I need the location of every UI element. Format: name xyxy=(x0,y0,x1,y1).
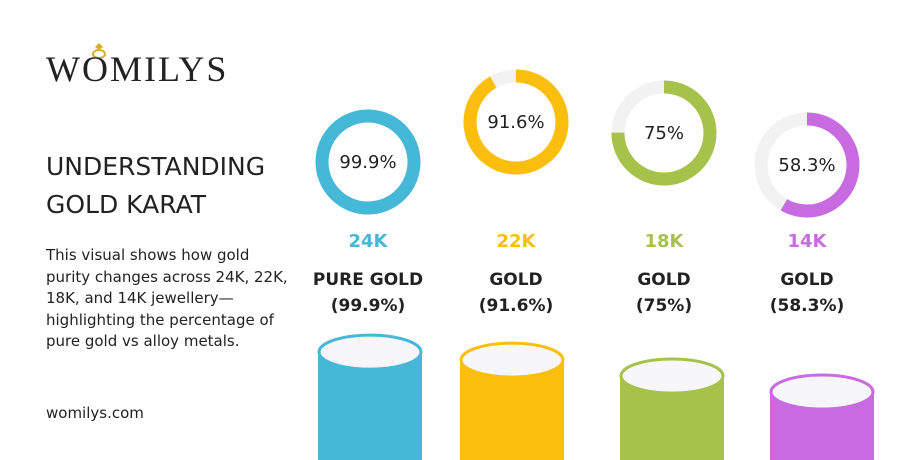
brand-logo: WOMILYS xyxy=(46,49,229,89)
purity-label: GOLD xyxy=(489,270,542,290)
page-title: UNDERSTANDING GOLD KARAT xyxy=(46,148,265,224)
purity-label: (58.3%) xyxy=(770,296,845,316)
website: womilys.com xyxy=(46,404,144,422)
cylinder-top xyxy=(459,341,565,379)
purity-label: (75%) xyxy=(636,296,692,316)
title-line: UNDERSTANDING xyxy=(46,152,266,181)
description: This visual shows how gold purity change… xyxy=(46,246,288,350)
donut-label: 58.3% xyxy=(778,155,835,176)
purity-label: GOLD xyxy=(637,270,690,290)
cylinder-top xyxy=(619,357,725,395)
purity-label: GOLD xyxy=(780,270,833,290)
donut-label: 75% xyxy=(644,123,684,144)
donut-arc xyxy=(315,109,421,215)
purity-label: PURE GOLD xyxy=(313,270,423,290)
donut-label: 91.6% xyxy=(487,112,544,133)
karat-label: 22K xyxy=(497,231,537,252)
purity-label: (91.6%) xyxy=(479,296,554,316)
logo-ring xyxy=(92,43,106,59)
karat-label: 24K xyxy=(349,231,389,252)
purity-label: (99.9%) xyxy=(331,296,406,316)
donut-arc xyxy=(611,80,717,186)
cylinder-top xyxy=(317,333,423,371)
karat-label: 18K xyxy=(645,231,685,252)
title-line: GOLD KARAT xyxy=(46,190,207,219)
donut-arc xyxy=(754,112,860,218)
donut-label: 99.9% xyxy=(339,152,396,173)
karat-label: 14K xyxy=(788,231,828,252)
donut-arc xyxy=(463,69,569,175)
cylinder-top xyxy=(769,373,875,411)
